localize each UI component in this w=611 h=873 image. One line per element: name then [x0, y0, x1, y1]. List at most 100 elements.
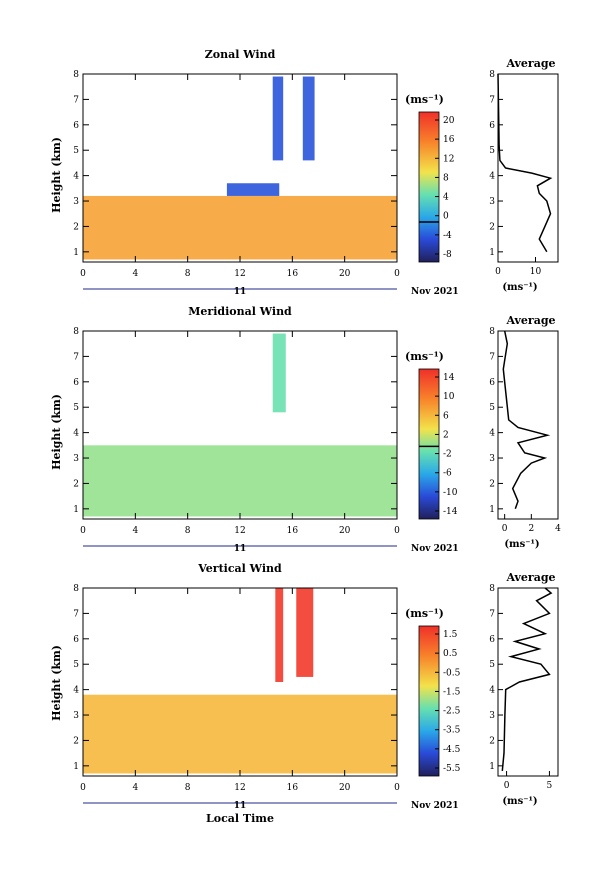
average-x-axis: 0 2 4 — [502, 514, 561, 534]
y-tick-label: 4 — [73, 686, 79, 696]
x-tick-label: 4 — [132, 526, 138, 536]
average-frame — [497, 330, 559, 520]
wind-field-region — [272, 76, 284, 161]
wind-field-region — [83, 694, 397, 774]
average-x-axis: 0 10 — [495, 257, 541, 277]
avg-x-tick-label: 0 — [504, 781, 510, 791]
avg-y-tick-label: 8 — [489, 584, 495, 594]
x-tick-label: 4 — [132, 269, 138, 279]
month-label: Nov 2021 — [411, 801, 459, 811]
avg-y-tick-label: 7 — [489, 95, 495, 105]
avg-y-tick-label: 8 — [489, 327, 495, 337]
colorbar-tick-label: 12 — [443, 154, 454, 164]
avg-x-tick-label: 0 — [502, 524, 508, 534]
heatmap-plot — [83, 588, 397, 774]
average-profile-line — [497, 73, 553, 253]
average-x-label: (ms⁻¹) — [502, 282, 537, 293]
x-tick-label: 12 — [234, 526, 245, 536]
avg-x-tick-label: 0 — [495, 267, 501, 277]
wind-field-region — [275, 588, 284, 682]
y-tick-label: 8 — [73, 327, 79, 337]
x-tick-label: 12 — [234, 783, 245, 793]
average-title: Average — [505, 57, 555, 70]
heatmap-plot — [83, 76, 397, 260]
avg-y-tick-label: 1 — [489, 505, 495, 515]
y-tick-label: 4 — [73, 172, 79, 182]
avg-y-tick-label: 6 — [489, 378, 495, 388]
y-axis-label: Height (km) — [50, 137, 63, 213]
chart-title: Zonal Wind — [205, 48, 276, 61]
colorbar-tick-label: -3.5 — [443, 726, 461, 736]
average-profile-line — [501, 587, 553, 771]
colorbar-ticks: 1.5 0.5 -0.5 -1.5 -2.5 -3.5 -4.5 -5.5 — [435, 630, 461, 774]
avg-y-tick-label: 4 — [489, 429, 495, 439]
wind-field-region — [296, 588, 314, 677]
average-y-axis: 1 2 3 4 5 6 7 8 — [489, 584, 503, 772]
colorbar-unit: (ms⁻¹) — [405, 93, 444, 106]
y-tick-label: 8 — [73, 584, 79, 594]
panel-vertical-wind: Vertical Wind Height (km) 0 4 8 12 16 20 0 12 3… — [50, 562, 559, 825]
y-axis-label: Height (km) — [50, 394, 63, 470]
avg-x-tick-label: 2 — [528, 524, 534, 534]
colorbar-tick-label: -6 — [443, 469, 452, 479]
y-tick-label: 2 — [73, 479, 79, 489]
y-tick-label: 5 — [73, 660, 79, 670]
month-label: Nov 2021 — [411, 544, 459, 554]
colorbar-tick-label: -14 — [443, 507, 458, 517]
avg-y-tick-label: 6 — [489, 635, 495, 645]
x-tick-label: 0 — [394, 269, 400, 279]
colorbar-unit: (ms⁻¹) — [405, 607, 444, 620]
chart-title: Vertical Wind — [197, 562, 282, 575]
avg-y-tick-label: 7 — [489, 352, 495, 362]
x-tick-label: 0 — [80, 269, 86, 279]
x-tick-label: 20 — [339, 783, 351, 793]
y-axis: 1 2 3 4 5 6 7 8 — [73, 584, 397, 772]
x-tick-label: 0 — [80, 783, 86, 793]
colorbar-tick-label: -8 — [443, 250, 452, 260]
x-tick-label: 0 — [394, 783, 400, 793]
y-tick-label: 7 — [73, 609, 79, 619]
x-axis: 0 4 8 12 16 20 0 — [80, 74, 400, 279]
avg-y-tick-label: 3 — [489, 454, 495, 464]
y-tick-label: 2 — [73, 736, 79, 746]
avg-y-tick-label: 2 — [489, 736, 495, 746]
y-axis: 1 2 3 4 5 6 7 8 — [73, 70, 397, 258]
colorbar-tick-label: 4 — [443, 193, 449, 203]
average-title: Average — [505, 571, 555, 584]
panel-zonal-wind: Zonal Wind Height (km) 0 4 8 12 16 20 0 123456… — [50, 48, 559, 297]
colorbar-tick-label: 16 — [443, 135, 455, 145]
y-tick-label: 7 — [73, 352, 79, 362]
x-tick-label: 8 — [185, 526, 191, 536]
wind-field-region — [226, 183, 280, 196]
x-tick-label: 0 — [80, 526, 86, 536]
avg-y-tick-label: 5 — [489, 660, 495, 670]
y-tick-label: 8 — [73, 70, 79, 80]
y-tick-label: 6 — [73, 121, 79, 131]
y-tick-label: 2 — [73, 222, 79, 232]
average-x-label: (ms⁻¹) — [502, 796, 537, 807]
x-tick-label: 16 — [287, 783, 299, 793]
colorbar-tick-label: -4 — [443, 231, 452, 241]
avg-y-tick-label: 4 — [489, 686, 495, 696]
average-y-axis: 1 2 3 4 5 6 7 8 — [489, 70, 503, 258]
x-tick-label: 16 — [287, 526, 299, 536]
date-label: 11 — [234, 801, 247, 811]
y-tick-label: 5 — [73, 403, 79, 413]
x-tick-label: 8 — [185, 783, 191, 793]
avg-x-tick-label: 10 — [530, 267, 542, 277]
colorbar-ticks: 20 16 12 8 4 0 -4 -8 — [419, 116, 455, 260]
average-frame — [497, 73, 559, 263]
panel-meridional-wind: Meridional Wind Height (km) 0 4 8 12 16 20 0 1… — [50, 305, 561, 554]
x-axis: 0 4 8 12 16 20 0 — [80, 588, 400, 793]
y-tick-label: 7 — [73, 95, 79, 105]
x-tick-label: 4 — [132, 783, 138, 793]
average-profile-line — [502, 330, 551, 510]
avg-y-tick-label: 3 — [489, 711, 495, 721]
colorbar-tick-label: -0.5 — [443, 668, 461, 678]
y-tick-label: 3 — [73, 197, 79, 207]
colorbar-tick-label: -10 — [443, 488, 458, 498]
colorbar-unit: (ms⁻¹) — [405, 350, 444, 363]
y-axis-label: Height (km) — [50, 645, 63, 721]
average-x-label: (ms⁻¹) — [504, 539, 539, 550]
